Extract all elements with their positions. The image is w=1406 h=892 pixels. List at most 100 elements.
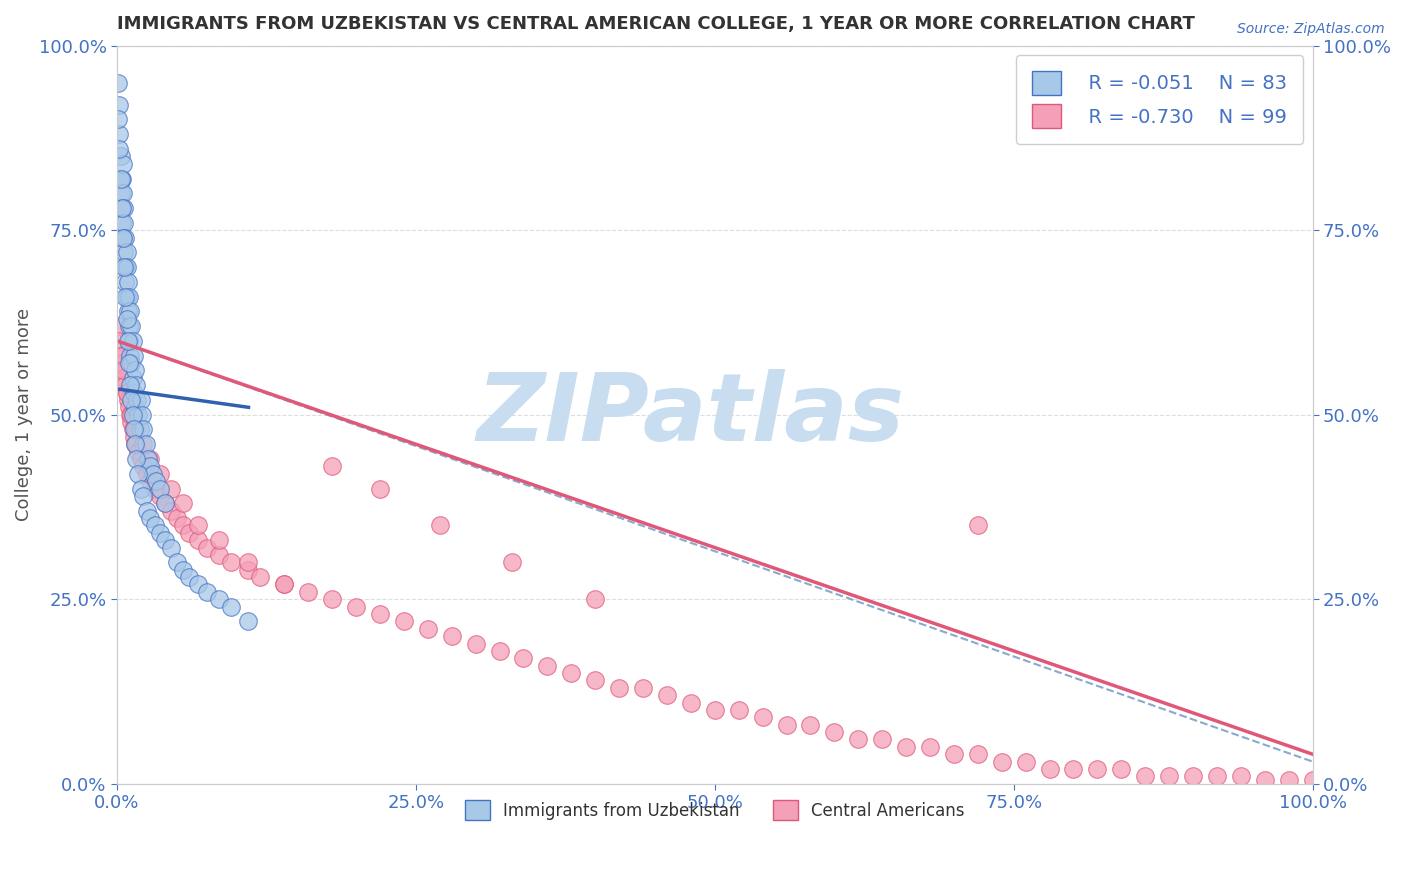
Point (273, 577, 295, 591)
Point (1159, 769, 1181, 783)
Point (219, 599, 242, 614)
Point (111, 201, 134, 215)
Text: ZIPatlas: ZIPatlas (477, 368, 905, 460)
Point (118, 319, 141, 334)
Point (111, 363, 134, 377)
Point (139, 511, 162, 525)
Point (368, 482, 391, 496)
Point (132, 489, 155, 503)
Point (145, 474, 167, 488)
Point (679, 696, 702, 710)
Point (135, 437, 157, 451)
Y-axis label: College, 1 year or more: College, 1 year or more (15, 308, 32, 521)
Point (238, 555, 260, 569)
Point (111, 230, 134, 244)
Point (110, 171, 132, 186)
Point (124, 437, 146, 451)
Point (1254, 772, 1277, 787)
Point (108, 127, 131, 141)
Point (159, 503, 181, 517)
Point (132, 422, 155, 436)
Point (111, 230, 134, 244)
Point (195, 541, 218, 555)
Point (440, 629, 463, 643)
Point (114, 290, 136, 304)
Point (894, 739, 917, 754)
Point (112, 371, 135, 385)
Point (110, 149, 132, 163)
Point (108, 97, 131, 112)
Point (583, 673, 606, 688)
Point (238, 615, 260, 629)
Point (118, 290, 141, 304)
Point (108, 334, 131, 348)
Point (115, 385, 138, 400)
Point (122, 385, 145, 400)
Point (1230, 769, 1253, 783)
Point (127, 392, 149, 407)
Point (751, 710, 773, 724)
Point (132, 459, 155, 474)
Point (115, 385, 138, 400)
Point (114, 260, 136, 274)
Point (118, 401, 141, 415)
Point (112, 260, 135, 274)
Point (129, 392, 152, 407)
Point (139, 459, 162, 474)
Point (111, 171, 134, 186)
Point (117, 334, 139, 348)
Point (120, 415, 142, 429)
Point (187, 533, 209, 548)
Point (114, 230, 136, 244)
Point (110, 349, 132, 363)
Point (464, 636, 486, 650)
Point (120, 356, 142, 370)
Point (238, 563, 260, 577)
Point (110, 349, 132, 363)
Point (607, 681, 630, 695)
Point (120, 349, 142, 363)
Point (111, 201, 134, 215)
Point (249, 570, 271, 584)
Point (120, 408, 142, 422)
Point (128, 408, 150, 422)
Point (112, 216, 135, 230)
Point (149, 525, 172, 540)
Point (107, 112, 129, 127)
Point (870, 732, 893, 747)
Point (1182, 769, 1205, 783)
Point (128, 444, 150, 458)
Point (918, 739, 941, 754)
Point (115, 245, 138, 260)
Point (159, 541, 181, 555)
Point (195, 584, 218, 599)
Point (120, 319, 142, 334)
Point (1206, 769, 1229, 783)
Point (115, 290, 138, 304)
Point (125, 452, 148, 467)
Point (125, 437, 148, 451)
Legend: Immigrants from Uzbekistan, Central Americans: Immigrants from Uzbekistan, Central Amer… (458, 793, 972, 827)
Text: IMMIGRANTS FROM UZBEKISTAN VS CENTRAL AMERICAN COLLEGE, 1 YEAR OR MORE CORRELATI: IMMIGRANTS FROM UZBEKISTAN VS CENTRAL AM… (117, 15, 1195, 33)
Point (139, 452, 162, 467)
Point (121, 408, 143, 422)
Point (1014, 755, 1036, 769)
Point (117, 304, 139, 318)
Point (727, 703, 749, 717)
Point (107, 76, 129, 90)
Point (966, 747, 988, 762)
Point (207, 548, 229, 562)
Point (114, 275, 136, 289)
Point (135, 503, 157, 517)
Point (124, 437, 146, 451)
Point (129, 482, 152, 496)
Point (111, 356, 134, 370)
Point (143, 518, 166, 533)
Point (631, 681, 654, 695)
Point (846, 732, 869, 747)
Point (966, 518, 988, 533)
Point (501, 555, 523, 569)
Point (703, 703, 725, 717)
Point (392, 615, 415, 629)
Point (118, 356, 141, 370)
